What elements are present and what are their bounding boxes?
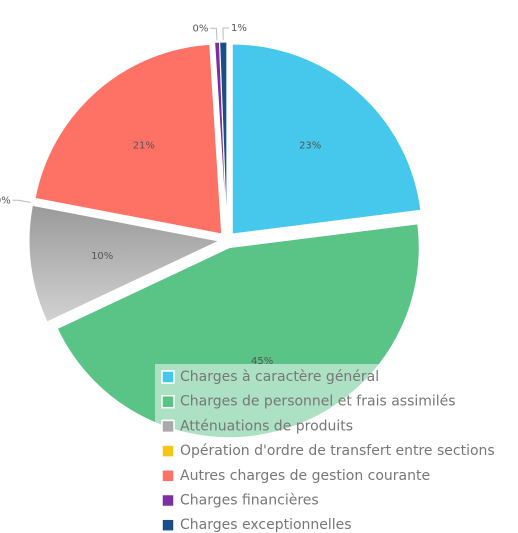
legend-label: Charges financières [180,493,319,509]
leader-line [12,199,31,204]
legend-label: Charges de personnel et frais assimilés [180,394,456,410]
pie-slice [219,41,228,233]
legend-swatch [161,394,175,409]
legend-label: Opération d'ordre de transfert entre sec… [180,443,495,459]
legend-swatch [161,469,175,483]
leader-line [222,27,230,41]
data-label: 0% [192,23,208,34]
legend-label: Autres charges de gestion courante [180,468,430,484]
legend-swatch [161,419,175,434]
legend-label: Atténuations de produits [180,418,353,434]
data-label: 1% [231,23,247,34]
legend-swatch [161,370,175,384]
data-label: 45% [251,356,273,367]
data-label: 0% [0,195,11,206]
legend: Charges à caractère général Charges de pe… [161,369,495,533]
pie-slice [28,204,221,323]
data-label: 10% [91,251,113,262]
legend-label: Charges à caractère général [180,369,379,385]
legend-swatch [161,444,175,458]
legend-label: Charges exceptionnelles [180,517,352,533]
pie-slice [34,43,223,235]
pie-slice [231,43,422,235]
legend-swatch [161,493,175,508]
data-label: 23% [299,141,321,152]
legend-background [155,364,518,533]
legend-swatch [161,518,175,532]
data-label: 21% [133,141,155,152]
leader-line [210,27,218,41]
